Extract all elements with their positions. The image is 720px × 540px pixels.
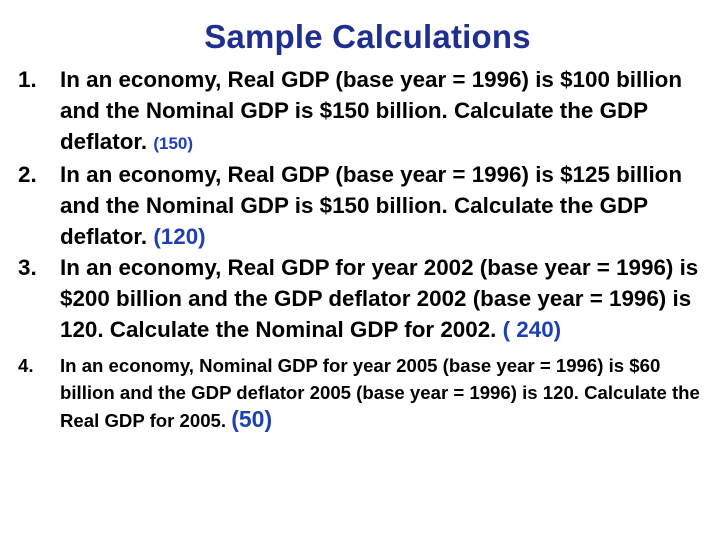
list-item: 4. In an economy, Nominal GDP for year 2… xyxy=(18,352,708,434)
slide-title: Sample Calculations xyxy=(204,18,531,55)
calculation-list: 1. In an economy, Real GDP (base year = … xyxy=(18,64,708,434)
item-answer: ( 240) xyxy=(502,317,562,342)
list-item: 3. In an economy, Real GDP for year 2002… xyxy=(18,252,708,345)
item-number: 2. xyxy=(18,162,37,187)
item-answer: (50) xyxy=(231,406,273,432)
item-number: 3. xyxy=(18,255,37,280)
item-number: 1. xyxy=(18,67,37,92)
item-number: 4. xyxy=(18,355,34,376)
item-answer: (120) xyxy=(153,224,206,249)
item-text: In an economy, Nominal GDP for year 2005… xyxy=(60,355,700,431)
list-item: 1. In an economy, Real GDP (base year = … xyxy=(18,64,708,159)
item-answer: (150) xyxy=(153,134,194,153)
item-text: In an economy, Real GDP (base year = 199… xyxy=(60,162,683,249)
item-text: In an economy, Real GDP (base year = 199… xyxy=(60,67,683,154)
item-text: In an economy, Real GDP for year 2002 (b… xyxy=(60,255,699,342)
list-item: 2. In an economy, Real GDP (base year = … xyxy=(18,159,708,252)
